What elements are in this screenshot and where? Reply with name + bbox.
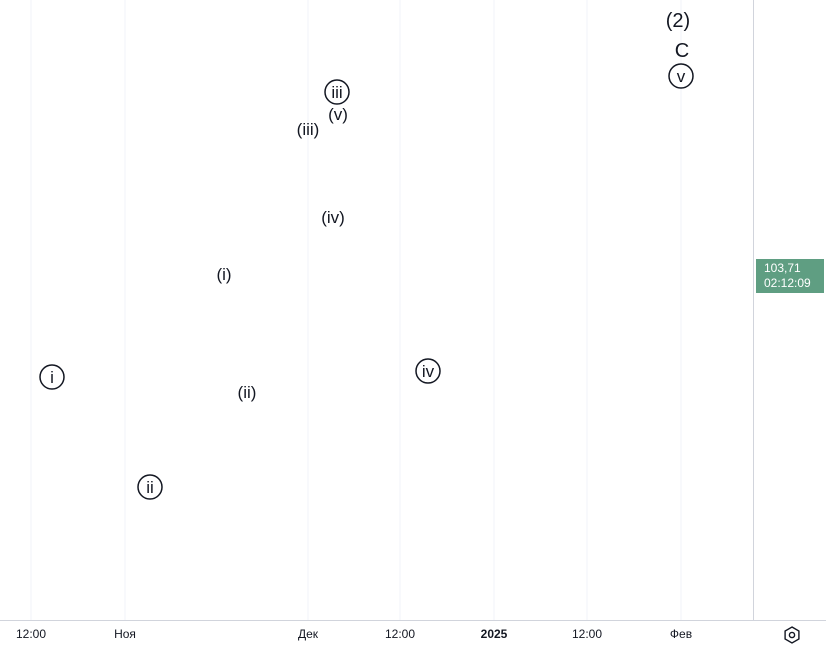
wave-label-text: v bbox=[677, 67, 686, 86]
wave-label-text: C bbox=[675, 40, 689, 62]
grid bbox=[30, 0, 682, 620]
wave-label-text: ii bbox=[146, 478, 154, 497]
chart-settings-button[interactable] bbox=[781, 624, 803, 646]
wave-label-text: (v) bbox=[328, 105, 348, 124]
wave-label-text: (ii) bbox=[238, 383, 257, 402]
wave-label-circle bbox=[668, 63, 694, 89]
wave-label-text: (iii) bbox=[297, 120, 320, 139]
wave-label: C bbox=[675, 40, 689, 62]
wave-label: (iii) bbox=[297, 120, 320, 139]
wave-label-circle bbox=[137, 474, 163, 500]
time-tick-label: 12:00 bbox=[16, 627, 46, 641]
wave-label-text: (i) bbox=[216, 265, 231, 284]
wave-label: (ii) bbox=[238, 383, 257, 402]
time-tick-label: Фев bbox=[670, 627, 692, 641]
wave-label: v bbox=[668, 63, 694, 89]
time-tick-label: 12:00 bbox=[385, 627, 415, 641]
last-price-value: 103,71 bbox=[764, 261, 801, 275]
wave-label-text: i bbox=[50, 368, 54, 387]
last-price-tag: 103,71 02:12:09 bbox=[756, 259, 824, 293]
time-axis[interactable]: 12:00 Ноя Дек 12:00 2025 12:00 Фев bbox=[16, 627, 692, 641]
wave-annotations: iii(i)(ii)(iii)iii(v)(iv)iv(2)Cv bbox=[39, 10, 694, 500]
wave-label: (iv) bbox=[321, 208, 345, 227]
wave-label-text: (2) bbox=[666, 10, 690, 32]
wave-label: i bbox=[39, 364, 65, 390]
wave-label: (i) bbox=[216, 265, 231, 284]
wave-label-circle bbox=[39, 364, 65, 390]
time-tick-label: Ноя bbox=[114, 627, 136, 641]
wave-label-circle bbox=[415, 358, 441, 384]
settings-icon bbox=[784, 626, 800, 644]
wave-label-text: iv bbox=[422, 362, 435, 381]
wave-label: iv bbox=[415, 358, 441, 384]
wave-label: (v) bbox=[328, 105, 348, 124]
wave-label-circle bbox=[324, 79, 350, 105]
bar-countdown: 02:12:09 bbox=[764, 276, 811, 290]
wave-label: ii bbox=[137, 474, 163, 500]
time-tick-label: 12:00 bbox=[572, 627, 602, 641]
time-tick-label: 2025 bbox=[481, 627, 508, 641]
wave-label-text: iii bbox=[331, 83, 342, 102]
wave-label: iii bbox=[324, 79, 350, 105]
wave-label-text: (iv) bbox=[321, 208, 345, 227]
wave-label: (2) bbox=[666, 10, 690, 32]
time-tick-label: Дек bbox=[298, 627, 319, 641]
